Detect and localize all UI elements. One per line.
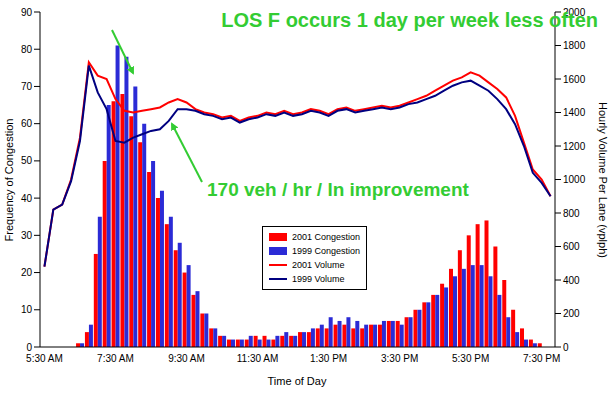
svg-text:60: 60 xyxy=(21,118,33,129)
svg-text:11:30 AM: 11:30 AM xyxy=(237,353,279,364)
html-text:2001 Volume: 2001 Volume xyxy=(292,260,345,270)
html-text:1999 Congestion: 1999 Congestion xyxy=(292,246,361,256)
svg-text:800: 800 xyxy=(563,208,580,219)
svg-text:2000: 2000 xyxy=(563,7,586,18)
html-text:2001 Congestion: 2001 Congestion xyxy=(292,232,361,242)
svg-text:1200: 1200 xyxy=(563,141,586,152)
svg-text:80: 80 xyxy=(21,44,33,55)
svg-text:70: 70 xyxy=(21,81,33,92)
svg-text:5:30 AM: 5:30 AM xyxy=(26,353,63,364)
svg-text:1:30 PM: 1:30 PM xyxy=(310,353,347,364)
svg-text:1400: 1400 xyxy=(563,107,586,118)
svg-text:3:30 PM: 3:30 PM xyxy=(381,353,418,364)
svg-text:10: 10 xyxy=(21,304,33,315)
svg-text:170 veh / hr / ln improvement: 170 veh / hr / ln improvement xyxy=(207,179,470,200)
svg-text:Time of Day: Time of Day xyxy=(268,375,327,387)
svg-text:600: 600 xyxy=(563,241,580,252)
svg-text:20: 20 xyxy=(21,267,33,278)
html-text:1999 Volume: 1999 Volume xyxy=(292,274,345,284)
svg-text:Hourly Volume Per Lane (vplph): Hourly Volume Per Lane (vplph) xyxy=(597,102,602,258)
svg-text:LOS F occurs 1 day per week le: LOS F occurs 1 day per week less often xyxy=(221,9,598,31)
svg-text:50: 50 xyxy=(21,155,33,166)
svg-text:5:30 PM: 5:30 PM xyxy=(452,353,489,364)
svg-text:90: 90 xyxy=(21,7,33,18)
svg-text:7:30 PM: 7:30 PM xyxy=(523,353,560,364)
svg-text:200: 200 xyxy=(563,308,580,319)
svg-text:400: 400 xyxy=(563,275,580,286)
svg-text:0: 0 xyxy=(563,342,569,353)
svg-text:7:30 AM: 7:30 AM xyxy=(97,353,134,364)
svg-text:1600: 1600 xyxy=(563,74,586,85)
svg-text:1800: 1800 xyxy=(563,40,586,51)
svg-text:0: 0 xyxy=(26,342,32,353)
svg-text:40: 40 xyxy=(21,193,33,204)
svg-text:1000: 1000 xyxy=(563,174,586,185)
svg-text:30: 30 xyxy=(21,230,33,241)
svg-text:9:30 AM: 9:30 AM xyxy=(168,353,205,364)
svg-text:Frequency of Congestion: Frequency of Congestion xyxy=(8,119,15,242)
